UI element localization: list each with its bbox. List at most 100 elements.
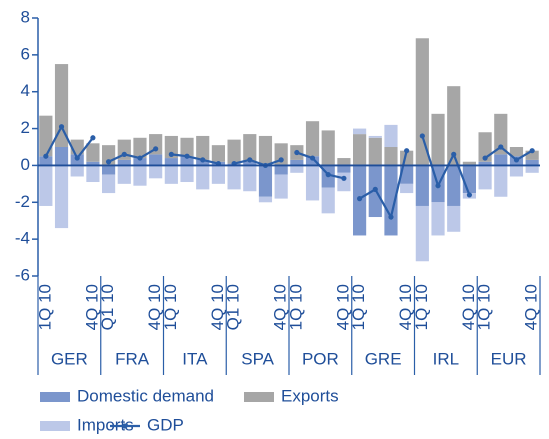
gdp-point (466, 192, 473, 198)
gdp-point (325, 172, 331, 178)
bar (149, 134, 163, 155)
bar (196, 159, 210, 166)
gdp-point (529, 148, 535, 154)
gdp-point (404, 148, 410, 154)
bar (384, 124, 398, 147)
x-tick-label: 1Q 10 (35, 284, 54, 330)
gdp-line (233, 158, 282, 167)
bar (478, 161, 492, 166)
bar (431, 202, 445, 236)
bar (180, 165, 194, 183)
gdp-point (309, 155, 316, 161)
x-tick-label: Q1 10 (224, 284, 243, 330)
bar (415, 38, 429, 166)
bar (149, 154, 163, 166)
bar (243, 165, 257, 192)
bar (196, 135, 210, 160)
group-label: GER (51, 349, 88, 368)
bar (415, 205, 429, 262)
gdp-point (341, 175, 347, 181)
x-tick-label: 4Q 10 (82, 284, 101, 330)
bar (447, 165, 461, 206)
legend-swatch (40, 421, 70, 431)
y-tick-label: 0 (21, 155, 30, 174)
bar (447, 205, 461, 232)
legend-label: GDP (147, 415, 184, 434)
bar (211, 165, 225, 184)
gdp-point (90, 135, 96, 141)
gdp-point (294, 149, 300, 156)
gdp-line (484, 145, 533, 162)
bar (86, 165, 100, 183)
x-tick-label: 1Q 10 (349, 284, 368, 330)
x-tick-label: 1Q 10 (412, 284, 431, 330)
bar (243, 134, 257, 162)
bar (509, 165, 524, 177)
x-tick-label: 1Q 10 (286, 284, 305, 330)
gdp-point (168, 151, 174, 157)
bar (415, 165, 429, 206)
bar (384, 147, 398, 166)
gdp-point (451, 151, 457, 157)
x-tick-label: Q1 10 (98, 284, 117, 330)
bar (258, 135, 273, 166)
bar (86, 143, 100, 162)
bar (290, 165, 304, 173)
gdp-point (121, 151, 127, 157)
bar (368, 135, 382, 138)
gdp-line (421, 135, 471, 196)
y-tick-label: -4 (15, 229, 30, 248)
bar (494, 165, 508, 197)
bar (353, 128, 367, 135)
bar (494, 113, 508, 155)
group-label: POR (302, 349, 339, 368)
group-label: EUR (491, 349, 527, 368)
gdp-point (356, 196, 363, 202)
y-tick-label: 8 (21, 7, 30, 26)
bar (337, 165, 351, 173)
bar (400, 165, 414, 184)
bar (258, 165, 273, 197)
bar (102, 174, 116, 194)
bar (353, 134, 367, 166)
bar (149, 165, 163, 179)
legend-swatch (40, 392, 70, 402)
bar (102, 165, 116, 175)
bar (462, 161, 476, 166)
gdp-line (296, 151, 345, 180)
x-tick-label: 4Q 10 (522, 284, 541, 330)
gdp-point (137, 155, 143, 161)
y-tick-label: 2 (21, 118, 30, 137)
group-label: FRA (115, 349, 150, 368)
y-tick-label: 6 (21, 44, 30, 63)
group-label: ITA (182, 349, 208, 368)
legend-label: Imports (77, 415, 134, 434)
bar (54, 147, 69, 166)
bar (133, 137, 147, 159)
gdp-point (105, 159, 112, 165)
bar (305, 165, 320, 201)
bar (400, 183, 414, 194)
bar (478, 165, 492, 190)
bar (86, 161, 100, 166)
bar (243, 161, 257, 166)
bar (337, 158, 351, 166)
bar (54, 165, 69, 229)
bar (164, 158, 178, 166)
legend-point (122, 423, 128, 429)
bar (117, 165, 131, 184)
bar (227, 139, 241, 164)
bar (227, 165, 241, 190)
bar (117, 159, 131, 166)
bar (133, 158, 147, 166)
bar (164, 165, 178, 184)
x-tick-label: 4Q 10 (208, 284, 227, 330)
bar (321, 187, 335, 214)
bar (196, 165, 210, 190)
bar (180, 156, 194, 166)
bar (211, 145, 225, 162)
bar (274, 174, 288, 199)
gdp-point (153, 146, 159, 152)
gdp-point (43, 153, 49, 159)
